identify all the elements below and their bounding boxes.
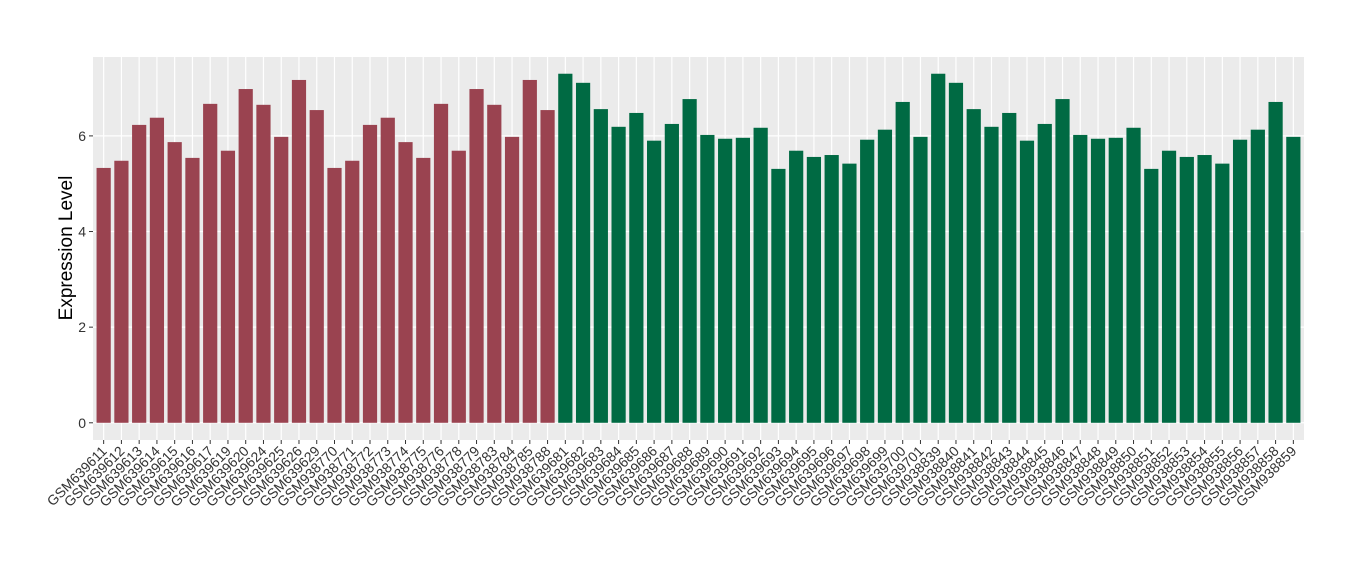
bar xyxy=(700,134,715,423)
bar xyxy=(1215,163,1230,423)
bar xyxy=(789,150,804,423)
bar xyxy=(132,124,147,423)
bar xyxy=(931,73,946,423)
bar xyxy=(309,110,324,423)
bar xyxy=(398,142,413,423)
bar xyxy=(647,140,662,423)
bar xyxy=(1019,140,1035,423)
bar xyxy=(593,109,608,423)
bar xyxy=(735,137,750,423)
bar xyxy=(1055,99,1070,423)
bar xyxy=(327,167,342,423)
bar xyxy=(611,126,626,423)
bar xyxy=(362,124,378,423)
bar xyxy=(1268,101,1283,423)
y-tick-label: 6 xyxy=(78,128,86,144)
bar xyxy=(291,79,307,423)
bar xyxy=(167,142,182,423)
bar xyxy=(824,155,839,423)
bar xyxy=(1250,129,1265,423)
bar xyxy=(220,150,236,423)
bar xyxy=(1108,137,1123,423)
bar xyxy=(96,167,111,423)
bar xyxy=(806,156,822,423)
bar xyxy=(948,82,964,423)
bar xyxy=(274,136,289,423)
y-axis-label: Expression Level xyxy=(56,176,77,321)
bar xyxy=(1179,156,1194,423)
bar xyxy=(682,99,697,423)
bar xyxy=(380,117,395,423)
bar xyxy=(1073,134,1088,423)
bar xyxy=(1002,112,1017,423)
bar xyxy=(860,139,875,423)
bar xyxy=(575,82,591,423)
bar xyxy=(487,104,502,423)
bar xyxy=(185,157,200,423)
bar xyxy=(469,89,484,423)
y-tick-label: 4 xyxy=(78,224,86,240)
bar xyxy=(877,129,893,423)
bar xyxy=(629,112,644,423)
bar xyxy=(345,160,360,423)
bar xyxy=(1286,136,1301,423)
bar xyxy=(664,123,679,423)
bar xyxy=(1161,150,1177,423)
bar xyxy=(433,103,449,423)
bar xyxy=(895,101,910,423)
bar xyxy=(504,136,520,423)
bar xyxy=(842,163,857,423)
bar xyxy=(771,168,786,423)
bar xyxy=(1090,138,1106,423)
bar xyxy=(558,73,573,423)
bar xyxy=(1232,139,1248,423)
bar xyxy=(203,103,218,423)
bar xyxy=(1037,123,1052,423)
bar xyxy=(913,136,928,423)
y-tick-label: 0 xyxy=(78,415,86,431)
bar xyxy=(1126,127,1141,423)
bar xyxy=(416,157,431,423)
bar xyxy=(753,127,768,423)
bar xyxy=(984,126,999,423)
bar xyxy=(256,104,271,423)
y-tick-label: 2 xyxy=(78,319,86,335)
bar xyxy=(1144,168,1159,423)
bar xyxy=(149,117,165,423)
bar xyxy=(1197,155,1212,423)
bar xyxy=(540,110,555,423)
bar xyxy=(451,150,466,423)
bar xyxy=(238,89,253,423)
bar xyxy=(966,109,981,423)
bar xyxy=(114,160,129,423)
bar xyxy=(718,138,733,423)
bar xyxy=(522,79,537,423)
